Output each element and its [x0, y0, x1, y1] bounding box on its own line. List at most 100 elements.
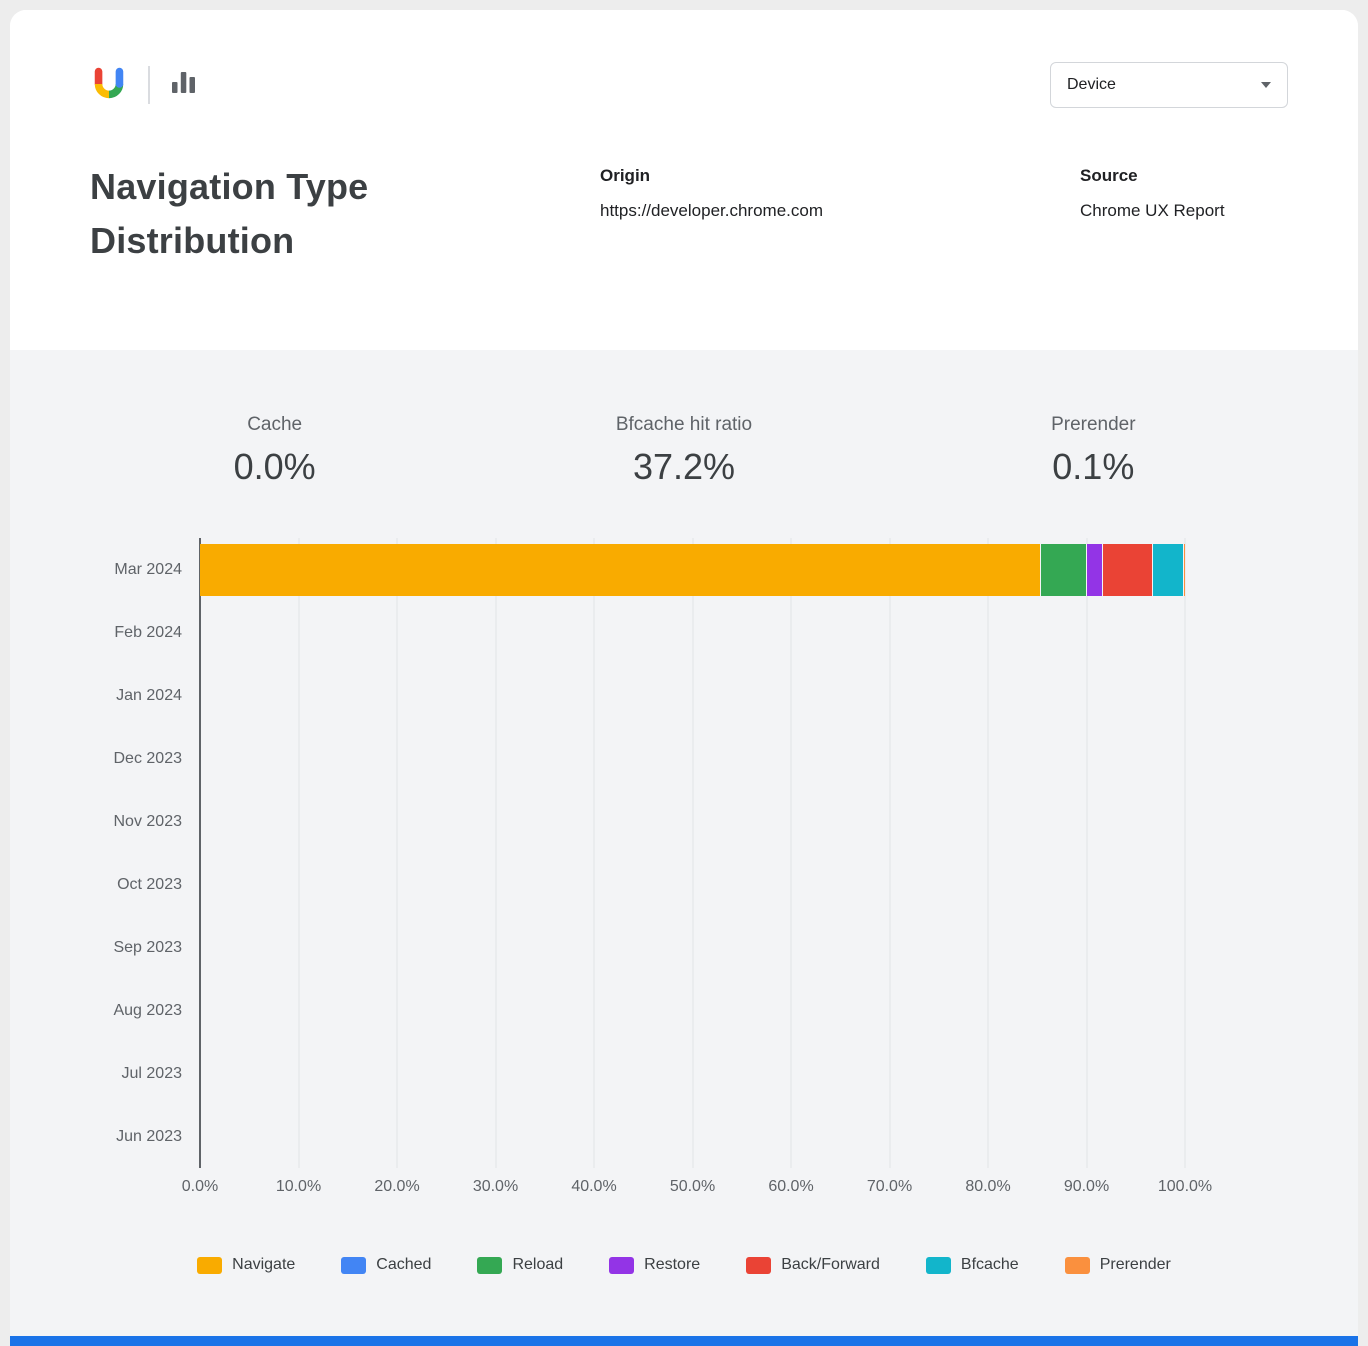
- bar-track: [200, 670, 1185, 722]
- y-tick-label: Jun 2023: [116, 1127, 182, 1145]
- stat-bfcache-label: Bfcache hit ratio: [615, 414, 753, 435]
- bar-segment-bfcache[interactable]: [1152, 543, 1183, 596]
- footer-accent-bar: [10, 1336, 1358, 1346]
- bar-stack-mar-2024: [200, 543, 1185, 596]
- bar-segment-back-forward[interactable]: [1102, 543, 1153, 596]
- legend-label: Reload: [512, 1256, 564, 1273]
- gridline: [396, 538, 398, 1168]
- x-tick-label: 10.0%: [275, 1178, 322, 1195]
- x-tick-label: 0.0%: [181, 1178, 219, 1195]
- crux-dashboard-card: Device Navigation Type Distribution Orig…: [10, 10, 1358, 1346]
- legend-label: Bfcache: [960, 1256, 1019, 1273]
- y-tick-label: Mar 2024: [114, 560, 182, 578]
- x-tick-label: 40.0%: [571, 1178, 617, 1195]
- x-tick-label: 80.0%: [965, 1178, 1011, 1195]
- stat-prerender: Prerender 0.1%: [889, 414, 1298, 488]
- bar-segment-reload[interactable]: [1040, 543, 1087, 596]
- y-tick-label: Dec 2023: [113, 749, 183, 767]
- chart-row-feb-2024: Feb 2024: [10, 601, 1185, 664]
- bar-segment-navigate[interactable]: [200, 543, 1041, 596]
- bar-track: [200, 796, 1185, 848]
- y-tick-label: Sep 2023: [113, 938, 182, 956]
- device-dropdown-value: Device: [1067, 76, 1116, 93]
- legend-item-restore: Restore: [609, 1256, 700, 1274]
- x-tick-label: 50.0%: [669, 1178, 716, 1195]
- chart-rows: Mar 2024 Feb 2024 Jan 2024 Dec 2023 Nov 2023…: [10, 538, 1185, 1168]
- legend-swatch-restore: [609, 1256, 635, 1274]
- brand-divider: [148, 66, 150, 104]
- source-label: Source: [1080, 166, 1138, 185]
- x-tick-label: 70.0%: [866, 1178, 913, 1195]
- gridline: [495, 538, 496, 1168]
- legend-label: Cached: [376, 1256, 432, 1273]
- header-main: Navigation Type Distribution Origin http…: [90, 160, 1288, 268]
- source-value: Chrome UX Report: [1080, 201, 1225, 220]
- stat-bfcache-hit-ratio: Bfcache hit ratio 37.2%: [479, 414, 888, 488]
- legend-item-bfcache: Bfcache: [925, 1256, 1019, 1274]
- page-title: Navigation Type Distribution: [90, 166, 369, 261]
- legend-swatch-navigate: [197, 1256, 223, 1274]
- origin-label: Origin: [600, 166, 651, 185]
- bar-track: [200, 733, 1185, 785]
- header-top-bar: Device: [90, 62, 1288, 108]
- y-tick-label: Nov 2023: [113, 812, 183, 830]
- stat-bfcache-value: 37.2%: [632, 446, 736, 487]
- bar-track: [200, 607, 1185, 659]
- y-axis-line: [199, 538, 201, 1168]
- gridline: [1086, 538, 1087, 1168]
- y-tick-label: Jul 2023: [121, 1064, 183, 1082]
- chart-row-mar-2024: Mar 2024: [10, 538, 1185, 601]
- legend-swatch-bfcache: [925, 1256, 951, 1274]
- legend-label: Restore: [644, 1256, 701, 1273]
- y-tick-label: Feb 2024: [114, 623, 182, 641]
- chart-section: Cache 0.0% Bfcache hit ratio 37.2% Prere…: [10, 350, 1358, 1336]
- x-tick-label: 30.0%: [472, 1178, 519, 1195]
- plot-area: Mar 2024 Feb 2024 Jan 2024 Dec 2023 Nov 2023…: [10, 538, 1186, 1168]
- chart-row-oct-2023: Oct 2023: [10, 853, 1185, 916]
- legend-item-back-forward: Back/Forward: [746, 1256, 880, 1274]
- chevron-down-icon: [1261, 82, 1271, 88]
- gridline: [692, 538, 693, 1168]
- legend-swatch-reload: [477, 1256, 503, 1274]
- bar-track: [200, 985, 1185, 1037]
- chart-row-jun-2023: Jun 2023: [10, 1105, 1185, 1168]
- stat-prerender-label: Prerender: [1051, 414, 1136, 435]
- legend-label: Prerender: [1099, 1256, 1171, 1273]
- gridline: [987, 538, 989, 1168]
- chart-row-jan-2024: Jan 2024: [10, 664, 1185, 727]
- y-tick-label: Aug 2023: [113, 1001, 182, 1019]
- x-tick-label: 90.0%: [1063, 1178, 1110, 1195]
- header: Device Navigation Type Distribution Orig…: [10, 10, 1358, 350]
- bar-chart-icon: [170, 69, 197, 101]
- legend-swatch-prerender: [1064, 1256, 1090, 1274]
- bar-track: [200, 1048, 1185, 1100]
- stat-prerender-value: 0.1%: [1052, 446, 1135, 487]
- gridline: [1184, 538, 1186, 1168]
- y-tick-label: Jan 2024: [116, 686, 182, 704]
- chrome-ux-report-logo-icon: [90, 64, 128, 107]
- stat-cache: Cache 0.0%: [70, 414, 479, 488]
- stat-cache-value: 0.0%: [233, 446, 316, 487]
- legend-item-reload: Reload: [477, 1256, 563, 1274]
- origin-value: https://developer.chrome.com: [600, 201, 824, 220]
- gridline: [889, 538, 890, 1168]
- source-block: Source Chrome UX Report: [1080, 160, 1288, 221]
- bar-track: [200, 1111, 1185, 1163]
- bar-segment-restore[interactable]: [1086, 543, 1103, 596]
- device-dropdown[interactable]: Device: [1050, 62, 1288, 108]
- chart-row-nov-2023: Nov 2023: [10, 790, 1185, 853]
- legend-label: Navigate: [232, 1256, 296, 1273]
- bar-segment-prerender[interactable]: [1183, 543, 1185, 596]
- gridline: [593, 538, 595, 1168]
- grid-overlay: [199, 538, 1186, 1168]
- bar-track: [200, 859, 1185, 911]
- chart-row-aug-2023: Aug 2023: [10, 979, 1185, 1042]
- legend-item-navigate: Navigate: [197, 1256, 295, 1274]
- legend-swatch-back-forward: [746, 1256, 772, 1274]
- y-tick-label: Oct 2023: [117, 875, 182, 893]
- gridline: [790, 538, 792, 1168]
- legend-item-cached: Cached: [341, 1256, 431, 1274]
- chart-row-jul-2023: Jul 2023: [10, 1042, 1185, 1105]
- legend-item-prerender: Prerender: [1064, 1256, 1171, 1274]
